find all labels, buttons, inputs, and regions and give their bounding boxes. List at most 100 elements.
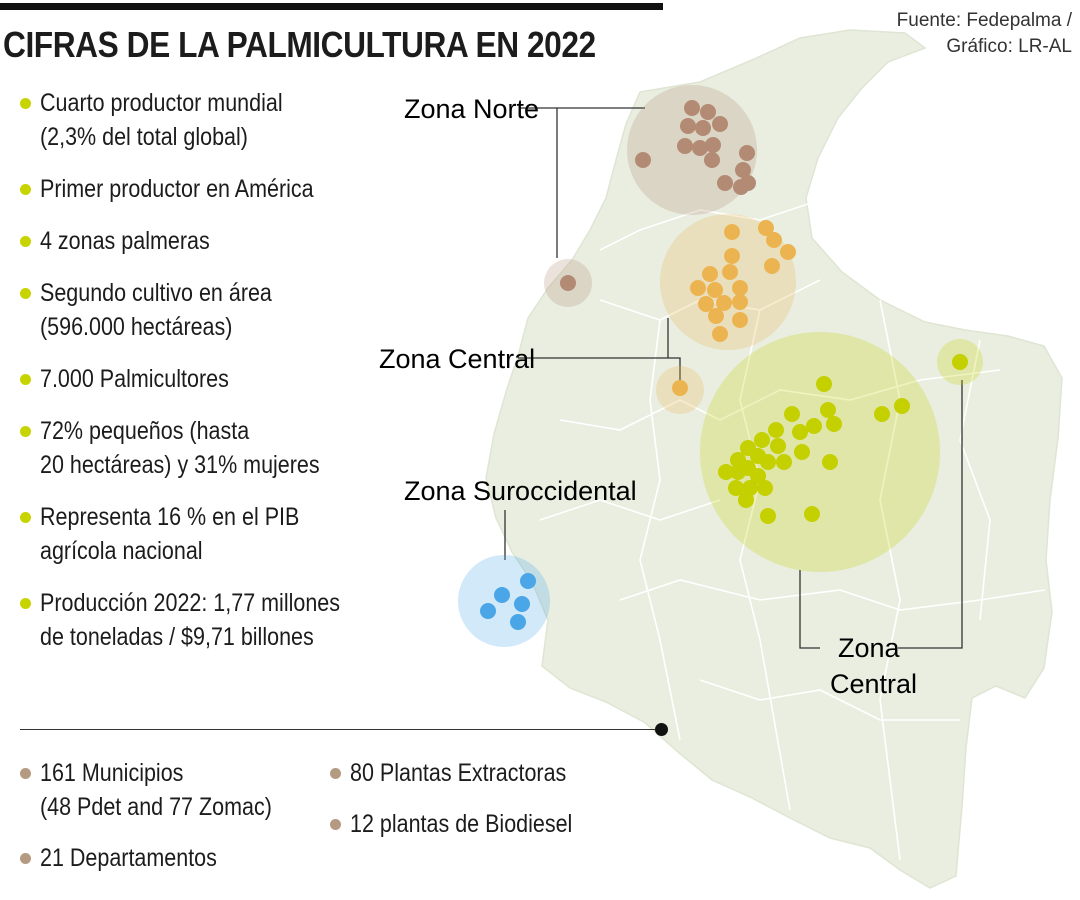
- zona-central-oriental-cluster: [700, 332, 940, 572]
- zona-norte-dot: [680, 118, 696, 134]
- leader-line-6: [799, 570, 820, 649]
- zona-central-far-east-dot: [952, 354, 968, 370]
- zona-central-dot: [702, 266, 718, 282]
- fact-line: Representa 16 % en el PIB: [40, 503, 300, 531]
- zona-central-oriental-dot: [776, 454, 792, 470]
- department-border-8: [879, 299, 901, 861]
- zona-central-oriental-dot: [816, 376, 832, 392]
- zona-central-dot: [780, 244, 796, 260]
- bullet-icon: [20, 853, 31, 864]
- zona-suroccidental-cluster: [458, 555, 550, 647]
- zona-central-oriental-dot: [784, 406, 800, 422]
- stat-line: 161 Municipios: [40, 759, 184, 787]
- fact-line: (596.000 hectáreas): [40, 313, 233, 341]
- department-border-7: [739, 309, 791, 811]
- zona-norte-dot: [712, 116, 728, 132]
- zona-central-dot: [764, 258, 780, 274]
- zona-norte-dot: [692, 140, 708, 156]
- stat-item: 161 Municipios (48 Pdet and 77 Zomac): [20, 756, 320, 824]
- zona-norte-west-cluster: [544, 259, 592, 307]
- zona-central-east-label-line2: Central: [830, 669, 917, 699]
- zona-central-dot: [732, 312, 748, 328]
- zona-central-oriental-dot: [822, 454, 838, 470]
- zona-suroccidental-dot: [520, 573, 536, 589]
- zona-central-dot: [708, 308, 724, 324]
- stat-line: 12 plantas de Biodiesel: [350, 810, 573, 838]
- department-borders: [539, 199, 1046, 861]
- divider-dot: [655, 723, 668, 736]
- facts-list: Cuarto productor mundial (2,3% del total …: [20, 86, 420, 672]
- zona-central-cluster: [660, 214, 796, 350]
- zona-central-oriental-dot: [792, 424, 808, 440]
- bullet-icon: [20, 426, 31, 437]
- zona-central-oriental-area-circle: [700, 332, 940, 572]
- source-line: Fuente: Fedepalma /: [896, 10, 1072, 31]
- bullet-icon: [20, 236, 31, 247]
- department-border-4: [619, 579, 1046, 611]
- bullet-icon: [20, 98, 31, 109]
- stat-item: 80 Plantas Extractoras: [330, 756, 650, 790]
- zona-norte-dot: [733, 179, 749, 195]
- zona-central-far-east-cluster: [937, 339, 983, 385]
- zona-suroccidental-dot: [510, 614, 526, 630]
- credit-line: Gráfico: LR-AL: [946, 36, 1072, 57]
- zona-central-oriental-dot: [760, 508, 776, 524]
- stat-line: 80 Plantas Extractoras: [350, 759, 567, 787]
- fact-line: agrícola nacional: [40, 537, 203, 565]
- bullet-icon: [20, 374, 31, 385]
- zona-central-oriental-dot: [750, 468, 766, 484]
- zona-central-dot: [698, 296, 714, 312]
- zona-norte-label: Zona Norte: [404, 94, 539, 124]
- zona-norte-cluster: [627, 85, 757, 215]
- zona-central-small-cluster: [656, 366, 704, 414]
- department-border-6: [639, 319, 681, 741]
- fact-line: 20 hectáreas) y 31% mujeres: [40, 451, 320, 479]
- fact-item: 4 zonas palmeras: [20, 224, 420, 258]
- zona-central-dot: [732, 294, 748, 310]
- zona-central-oriental-dot: [718, 464, 734, 480]
- fact-item: Primer productor en América: [20, 172, 420, 206]
- fact-item: Cuarto productor mundial (2,3% del total …: [20, 86, 420, 154]
- zona-central-dot: [724, 224, 740, 240]
- zona-norte-dot: [717, 175, 733, 191]
- leader-lines: [504, 107, 963, 649]
- bullet-icon: [20, 768, 31, 779]
- zona-suroccidental-dot: [514, 596, 530, 612]
- zona-norte-dot: [705, 137, 721, 153]
- fact-item: Segundo cultivo en área (596.000 hectárea…: [20, 276, 420, 344]
- zona-central-east-label-line1: Zona: [838, 633, 901, 663]
- department-border-5: [699, 679, 960, 721]
- zona-norte-dot: [635, 152, 651, 168]
- bullet-icon: [20, 288, 31, 299]
- zona-norte-west-dot: [560, 275, 576, 291]
- fact-line: Producción 2022: 1,77 millones: [40, 589, 340, 617]
- fact-line: de toneladas / $9,71 billones: [40, 623, 314, 651]
- zona-suroccidental-label: Zona Suroccidental: [404, 476, 637, 506]
- fact-line: (2,3% del total global): [40, 123, 248, 151]
- page-title: CIFRAS DE LA PALMICULTURA EN 2022: [3, 24, 596, 65]
- zona-central-oriental-dot: [768, 422, 784, 438]
- bullet-icon: [330, 819, 341, 830]
- fact-item: Representa 16 % en el PIB agrícola nacion…: [20, 500, 420, 568]
- zona-central-dot: [690, 280, 706, 296]
- zona-central-oriental-dot: [826, 416, 842, 432]
- zona-central-oriental-dot: [728, 480, 744, 496]
- zona-central-oriental-dot: [874, 406, 890, 422]
- zona-norte-dot: [739, 145, 755, 161]
- zona-central-dot: [712, 326, 728, 342]
- source-credit: Fuente: Fedepalma / Gráfico: LR-AL: [897, 8, 1072, 60]
- zona-norte-dot: [704, 152, 720, 168]
- fact-line: 72% pequeños (hasta: [40, 417, 250, 445]
- department-border-10: [959, 339, 991, 621]
- zone-clusters: [458, 85, 983, 647]
- zona-suroccidental-dot: [480, 603, 496, 619]
- zona-central-oriental-dot: [894, 398, 910, 414]
- zona-suroccidental-dot: [494, 587, 510, 603]
- zona-central-dot: [716, 295, 732, 311]
- bullet-icon: [20, 598, 31, 609]
- fact-line: Cuarto productor mundial: [40, 89, 283, 117]
- zona-central-oriental-dot: [806, 418, 822, 434]
- fact-line: Primer productor en América: [40, 175, 314, 203]
- department-border-2: [559, 369, 1001, 431]
- stats-list-right: 80 Plantas Extractoras 12 plantas de Biod…: [330, 756, 650, 858]
